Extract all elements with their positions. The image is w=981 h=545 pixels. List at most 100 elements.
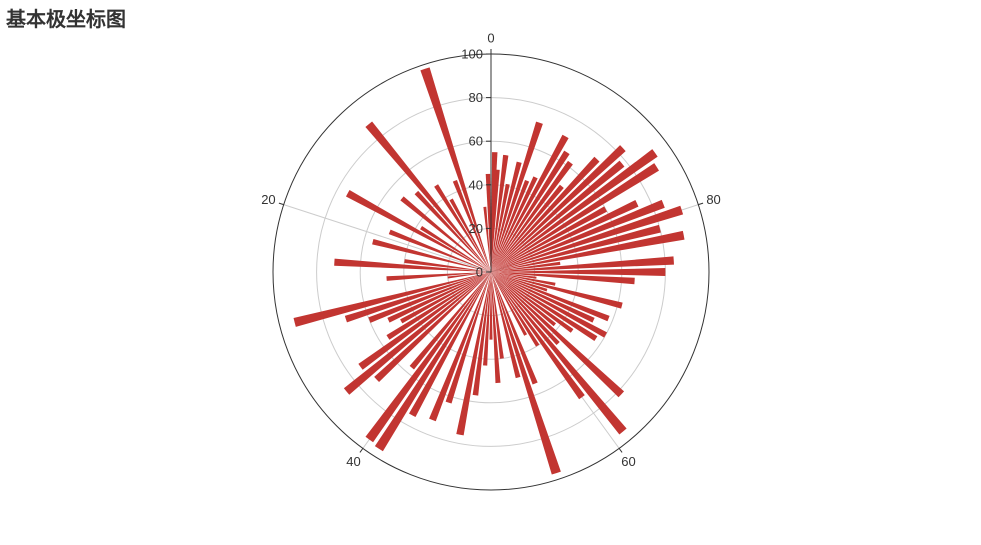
angle-tick-label: 20 (261, 192, 275, 207)
polar-bar (420, 67, 491, 272)
polar-bar (374, 272, 491, 383)
polar-bar (491, 200, 639, 272)
radius-tick-label: 20 (469, 221, 483, 236)
angle-tick (278, 202, 284, 206)
polar-bar (491, 176, 538, 272)
polar-bar (491, 261, 561, 272)
polar-bar (491, 272, 635, 285)
bar-series (293, 67, 685, 475)
polar-bar (334, 258, 491, 272)
axes (272, 49, 710, 491)
polar-bar (491, 179, 530, 272)
polar-bar (491, 272, 608, 338)
polar-bar (293, 272, 491, 327)
polar-bar (388, 229, 491, 272)
angle-tick (359, 448, 364, 453)
angle-tick (618, 448, 623, 453)
angle-tick-label: 80 (706, 192, 720, 207)
polar-bar (409, 272, 491, 370)
polar-bar (452, 179, 491, 272)
polar-bar (456, 272, 491, 436)
polar-bar (343, 272, 491, 395)
polar-bar (491, 272, 623, 309)
polar-bar (491, 152, 498, 272)
polar-bar (386, 272, 491, 281)
polar-bar (420, 226, 491, 272)
polar-bar (491, 206, 608, 272)
polar-bar (491, 169, 500, 272)
polar-bar (472, 272, 491, 396)
polar-bar (491, 161, 522, 272)
polar-bar (368, 272, 491, 323)
polar-bar (491, 154, 509, 272)
polar-bar (489, 272, 493, 340)
polar-bar (491, 134, 569, 272)
polar-bar (491, 150, 570, 272)
polar-bar (491, 272, 556, 286)
polar-bar (491, 156, 600, 272)
polar-bar (491, 272, 561, 475)
angle-tick (698, 202, 704, 206)
polar-bar (491, 184, 564, 272)
radius-tick-label: 0 (476, 265, 483, 280)
polar-bar (365, 272, 491, 443)
polar-bar (409, 272, 491, 418)
polar-bar (400, 196, 491, 272)
polar-bar (491, 160, 625, 272)
radius-tick-label: 100 (461, 47, 483, 62)
angle-tick-label: 0 (487, 31, 494, 46)
tick-labels: 0 20 40 60 80 0 20 40 60 80 100 (261, 31, 721, 469)
polar-bar (485, 173, 491, 272)
polar-bar (491, 272, 504, 359)
polar-bar (491, 230, 685, 272)
polar-bar (491, 272, 540, 347)
radius-tick-label: 40 (469, 177, 483, 192)
polar-bar (386, 272, 491, 340)
polar-bar (365, 121, 491, 272)
polar-bar (358, 272, 491, 370)
polar-bar (491, 272, 574, 333)
angle-spoke (283, 204, 492, 273)
polar-bar (429, 272, 491, 422)
radius-tick-label: 60 (469, 134, 483, 149)
polar-bar (491, 272, 610, 322)
polar-bar (491, 149, 658, 272)
polar-bar (491, 205, 684, 272)
polar-bar (372, 238, 491, 272)
polar-bar (491, 272, 585, 400)
polar-bar (483, 206, 491, 272)
polar-bar (491, 272, 595, 323)
polar-bar (491, 160, 573, 272)
polar-bar (491, 272, 560, 346)
polar-bar (400, 272, 491, 324)
polar-bar (491, 272, 557, 327)
polar-bar (445, 272, 491, 404)
polar-bar (414, 190, 491, 272)
polar-bar (434, 184, 491, 272)
polar-bar (491, 199, 665, 272)
polar-bar (491, 256, 674, 272)
angle-tick-label: 60 (621, 454, 635, 469)
polar-bar (491, 272, 521, 379)
polar-bar (491, 272, 548, 292)
polar-bar (482, 272, 491, 366)
polar-bar (344, 272, 491, 323)
polar-bar (491, 272, 538, 385)
polar-bar (491, 272, 528, 336)
angle-tick-label: 40 (346, 454, 360, 469)
polar-bar (345, 190, 491, 272)
chart-title: 基本极坐标图 (6, 7, 126, 31)
radius-tick-label: 80 (469, 90, 483, 105)
polar-bar (491, 183, 510, 272)
polar-bar (374, 272, 491, 452)
polar-bar (491, 145, 626, 272)
polar-bar (491, 268, 666, 276)
polar-bar (449, 198, 491, 272)
polar-bar (447, 272, 491, 279)
polar-bar (491, 272, 627, 435)
polar-bar (491, 272, 501, 384)
polar-bar (491, 121, 543, 272)
polar-bar (491, 163, 659, 272)
polar-bar (387, 272, 491, 323)
